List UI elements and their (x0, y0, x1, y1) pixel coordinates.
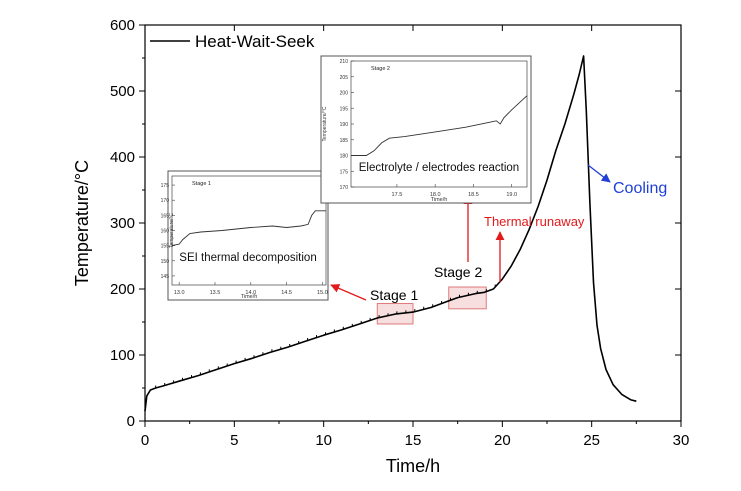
x-tick-label: 20 (494, 432, 511, 449)
x-tick-label: 30 (673, 432, 690, 449)
stage-2-inset-y-tick-label: 195 (340, 106, 349, 112)
x-axis-label: Time/h (386, 456, 440, 476)
stage-1-inset-caption: SEI thermal decomposition (179, 252, 316, 264)
legend-label: Heat-Wait-Seek (195, 32, 315, 51)
stage-2-inset-x-tick-label: 19.0 (506, 192, 517, 198)
stage-2-inset-y-tick-label: 210 (340, 59, 349, 65)
stage-1-inset-stage-label: Stage 1 (192, 181, 211, 187)
y-tick-label: 600 (110, 17, 135, 34)
stage-1-inset: 13.0 13.5 14.0 14.5 15.0 145 150 155 160 165 170 17… (161, 170, 329, 301)
stage-2-inset-y-tick-label: 205 (340, 75, 349, 81)
stage-2-inset-line (351, 95, 528, 156)
stage-2-inset-x-tick-label: 18.5 (468, 192, 479, 198)
y-axis-label: Temperature/°C (72, 160, 92, 286)
stage-2-inset-y-tick-label: 190 (340, 122, 349, 128)
stage-2-inset-y-tick-label: 180 (340, 154, 349, 160)
x-tick-label: 5 (230, 432, 238, 449)
stage-1-inset-y-tick-label: 165 (161, 213, 170, 219)
stage-1-inset-frame (167, 170, 329, 301)
stage-1-inset-x-tick-label: 14.0 (245, 290, 256, 296)
stage-2-inset-ylabel: Temperature/°C (322, 106, 328, 141)
stage-2-inset-caption: Electrolyte / electrodes reaction (359, 162, 519, 174)
stage-1-inset-line (171, 210, 326, 247)
stage-2-inset: 17.5 18.0 18.5 19.0 170 175 180 185 190 195 200 205… (320, 55, 532, 204)
stage-2-inset-x-tick-label: 17.5 (392, 192, 403, 198)
stage-2-highlight-box (448, 286, 487, 310)
stage-1-inset-xlabel: Time/h (241, 294, 258, 300)
y-tick-label: 400 (110, 149, 135, 166)
y-tick-label: 300 (110, 215, 135, 232)
series-line-heat-wait-seek (144, 55, 637, 412)
arrow-to-stage-1-inset (330, 284, 367, 301)
stage-1-inset-x-tick-label: 13.0 (174, 290, 185, 296)
stage-1-inset-y-tick-label: 155 (161, 244, 170, 250)
stage-1-inset-y-tick-label: 150 (161, 259, 170, 265)
stage-1-inset-y-tick-label: 160 (161, 229, 170, 235)
stage-1-inset-ylabel: Temperature/°C (169, 213, 175, 248)
x-tick-label: 15 (405, 432, 422, 449)
stage-2-inset-y-tick-label: 170 (340, 185, 349, 191)
arrow-cooling (587, 164, 611, 183)
stage-1-inset-y-tick-label: 145 (161, 274, 170, 280)
y-tick-label: 500 (110, 83, 135, 100)
y-tick-label: 100 (110, 347, 135, 364)
stage-2-inset-stage-label: Stage 2 (371, 66, 390, 72)
stage-1-inset-y-tick-label: 175 (161, 183, 170, 189)
annotation-stage-2: Stage 2 (434, 264, 482, 280)
stage-1-inset-x-tick-label: 14.5 (281, 290, 292, 296)
annotation-stage-1: Stage 1 (370, 287, 418, 303)
x-tick-label: 25 (583, 432, 600, 449)
stage-2-inset-y-tick-label: 200 (340, 91, 349, 97)
y-tick-label: 0 (127, 413, 135, 430)
stage-2-inset-y-tick-label: 185 (340, 138, 349, 144)
annotation-thermal-runaway: Thermal runaway (484, 214, 585, 229)
stage-1-inset-x-tick-label: 13.5 (210, 290, 221, 296)
stage-2-inset-xlabel: Time/h (431, 197, 448, 203)
x-tick-label: 10 (315, 432, 332, 449)
stage-2-inset-x-tick-label: 18.0 (430, 192, 441, 198)
annotation-cooling: Cooling (613, 180, 667, 197)
stage-1-inset-x-tick-label: 15.0 (317, 290, 328, 296)
y-tick-label: 200 (110, 281, 135, 298)
stage-2-inset-frame (320, 55, 532, 204)
series-step-marks (155, 284, 496, 388)
x-tick-label: 0 (141, 432, 149, 449)
stage-1-inset-y-tick-label: 170 (161, 198, 170, 204)
stage-2-inset-y-tick-label: 175 (340, 169, 349, 175)
